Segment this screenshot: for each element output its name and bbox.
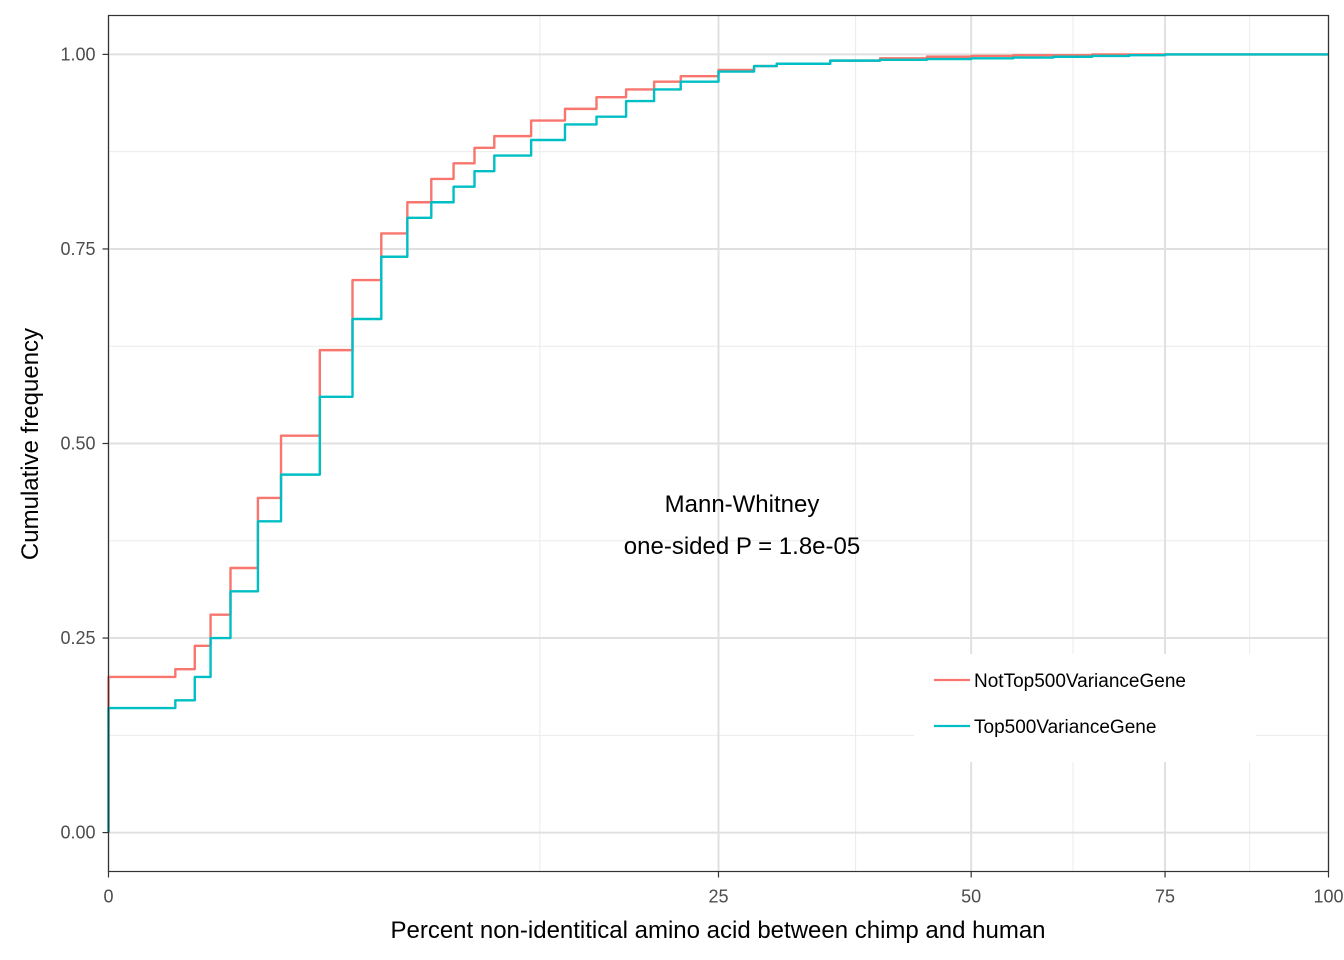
legend-background [914,654,1256,762]
y-tick-label: 1.00 [60,44,95,64]
y-tick-label: 0.25 [60,628,95,648]
y-tick-label: 0.75 [60,239,95,259]
x-tick-label: 25 [708,887,728,907]
x-tick-label: 0 [103,887,113,907]
x-tick-label: 75 [1155,887,1175,907]
series-lines [107,53,1329,833]
series-line-1 [107,53,1329,833]
annotation: Mann-Whitney one-sided P = 1.8e-05 [624,491,860,560]
x-tick-label: 100 [1313,887,1343,907]
x-axis-title: Percent non-identitical amino acid betwe… [390,917,1045,944]
y-axis-title: Cumulative frequency [17,328,44,560]
annotation-line-2: one-sided P = 1.8e-05 [624,533,860,560]
y-tick-label: 0.00 [60,823,95,843]
legend-label-nottop500: NotTop500VarianceGene [974,671,1186,692]
y-tick-label: 0.50 [60,434,95,454]
x-tick-label: 50 [961,887,981,907]
y-axis: 0.00 0.25 0.50 0.75 1.00 [60,44,109,843]
legend-label-top500: Top500VarianceGene [974,717,1156,738]
annotation-line-1: Mann-Whitney [665,491,820,518]
legend: NotTop500VarianceGene Top500VarianceGene [914,654,1256,762]
x-axis: 0 25 50 75 100 [103,871,1344,907]
